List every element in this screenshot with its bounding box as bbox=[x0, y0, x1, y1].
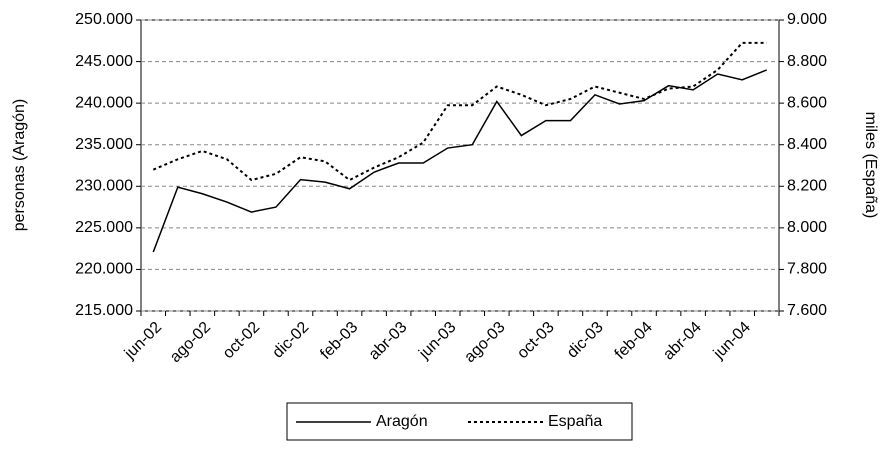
x-tick-label: feb-04 bbox=[612, 319, 656, 363]
x-tick-label: feb-03 bbox=[317, 319, 361, 363]
x-tick-label: abr-03 bbox=[366, 319, 411, 364]
y-tick-label: 225.000 bbox=[75, 219, 133, 236]
y-tick-label: 215.000 bbox=[75, 302, 133, 319]
legend-label: España bbox=[548, 413, 602, 430]
series-line bbox=[152, 69, 768, 253]
x-tick-label: jun-04 bbox=[710, 319, 754, 363]
y-tick-label: 235.000 bbox=[75, 136, 133, 153]
y-tick-label: 220.000 bbox=[75, 261, 133, 278]
x-tick-label: abr-04 bbox=[660, 319, 705, 364]
legend-label: Aragón bbox=[376, 413, 428, 430]
y2-tick-label: 7.600 bbox=[787, 302, 827, 319]
x-tick-label: jun-03 bbox=[415, 319, 459, 363]
y2-tick-label: 8.600 bbox=[787, 94, 827, 111]
x-tick-label: ago-03 bbox=[461, 319, 508, 366]
y2-tick-label: 9.000 bbox=[787, 11, 827, 28]
x-tick-label: dic-03 bbox=[564, 319, 607, 362]
y-axis-title: personas (Aragón) bbox=[11, 99, 28, 232]
series-line bbox=[152, 41, 767, 182]
y2-tick-label: 8.200 bbox=[787, 178, 827, 195]
x-tick-label: oct-02 bbox=[220, 319, 264, 363]
x-tick-label: ago-02 bbox=[167, 319, 214, 366]
plot-area bbox=[140, 19, 780, 312]
y-tick-label: 245.000 bbox=[75, 53, 133, 70]
x-tick-label: jun-02 bbox=[121, 319, 165, 363]
y-tick-label: 250.000 bbox=[75, 11, 133, 28]
y-tick-label: 240.000 bbox=[75, 94, 133, 111]
y2-tick-label: 8.000 bbox=[787, 219, 827, 236]
y2-tick-label: 8.400 bbox=[787, 136, 827, 153]
x-tick-label: oct-03 bbox=[514, 319, 558, 363]
y2-tick-label: 7.800 bbox=[787, 261, 827, 278]
y-tick-label: 230.000 bbox=[75, 178, 133, 195]
y2-tick-label: 8.800 bbox=[787, 53, 827, 70]
x-tick-label: dic-02 bbox=[269, 319, 312, 362]
y2-axis-title: miles (España) bbox=[862, 112, 879, 219]
